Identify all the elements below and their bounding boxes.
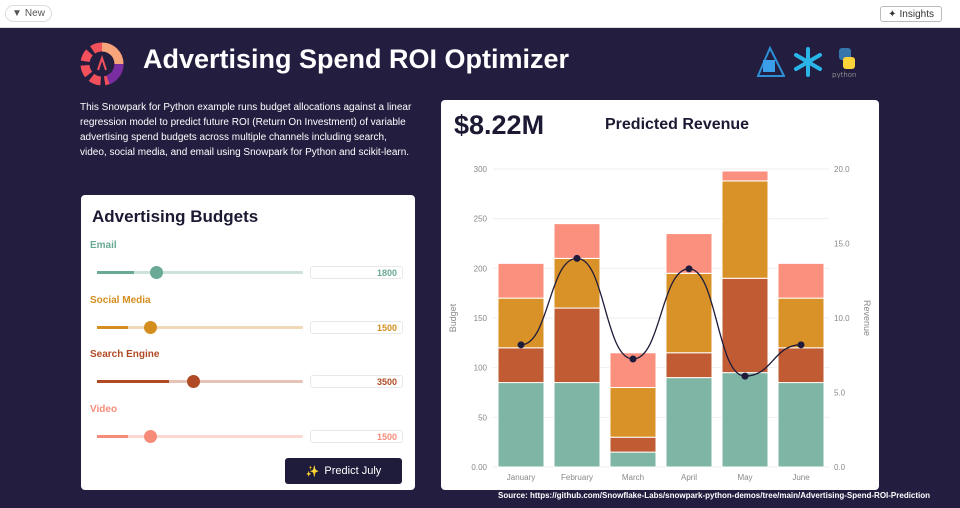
new-button[interactable]: ▼ New: [5, 5, 52, 22]
x-tick-label: April: [681, 473, 697, 482]
top-bar: ▼ New ✦ Insights: [0, 0, 960, 28]
bar-segment-video: [777, 262, 825, 299]
budget-value-input[interactable]: 3500: [310, 375, 403, 388]
bar-segment-search: [609, 436, 657, 453]
bar-segment-email: [777, 382, 825, 468]
x-tick-label: February: [561, 473, 593, 482]
slider-label: Email: [90, 240, 117, 251]
bar-segment-social: [553, 257, 601, 309]
revenue-point: [573, 254, 581, 262]
page-title: Advertising Spend ROI Optimizer: [143, 44, 570, 74]
slider-label: Video: [90, 403, 118, 415]
slider-thumb[interactable]: [186, 375, 200, 388]
bar-segment-video: [553, 223, 601, 259]
slider-fill: [97, 325, 128, 329]
budget-slider[interactable]: [97, 320, 303, 334]
predicted-revenue-value: $8.22M: [454, 110, 545, 140]
revenue-point: [797, 341, 805, 349]
bar-segment-email: [553, 382, 601, 468]
slider-fill: [97, 271, 135, 274]
predicted-revenue-panel: $8.22M Predicted Revenue 0.00 50 100 150 200…: [441, 100, 879, 490]
snowflake-logo: [794, 47, 822, 77]
predicted-revenue-label: Predicted Revenue: [605, 116, 750, 133]
y-tick-label: 200: [474, 264, 488, 273]
app-logo: [80, 42, 124, 86]
app-description: This Snowpark for Python example runs bu…: [80, 102, 412, 158]
budget-slider[interactable]: [97, 266, 303, 279]
bar-segment-search: [497, 347, 545, 384]
bar-segment-email: [609, 451, 657, 468]
bar-segment-social: [497, 297, 545, 349]
source-link[interactable]: Source: https://github.com/Snowflake-Lab…: [498, 491, 931, 500]
bar-segment-search: [777, 347, 825, 384]
x-tick-label: March: [622, 473, 644, 482]
y-tick-label: 300: [474, 165, 488, 174]
y-tick-label: 100: [474, 364, 488, 373]
bar-segment-email: [665, 377, 713, 468]
revenue-point: [741, 372, 749, 380]
x-tick-label: May: [737, 473, 752, 482]
bar-segment-social: [777, 297, 825, 349]
revenue-point: [629, 355, 637, 363]
tech-logos: python: [755, 46, 861, 78]
advertising-budgets-panel: Advertising Budgets Email 1800 Social Med…: [81, 195, 415, 490]
bar-segment-video: [721, 170, 769, 182]
budgets-title: Advertising Budgets: [92, 207, 259, 226]
bar-segment-email: [721, 372, 769, 468]
bar-segment-social: [665, 272, 713, 354]
slider-label: Social Media: [90, 294, 151, 306]
revenue-point: [517, 341, 525, 349]
sparkle-icon: ✦: [888, 8, 897, 20]
budget-value-input[interactable]: 1500: [310, 429, 403, 443]
insights-button[interactable]: ✦ Insights: [880, 6, 942, 22]
y2-tick-label: 10.0: [834, 314, 850, 323]
streamlit-logo: [756, 46, 785, 77]
bar-segment-email: [497, 382, 545, 468]
budget-value-input[interactable]: 1800: [310, 266, 403, 279]
y2-axis-label: Revenue: [862, 300, 872, 336]
budget-slider[interactable]: [97, 375, 303, 388]
y-axis-label: Budget: [448, 303, 458, 332]
y2-tick-label: 0.0: [834, 463, 846, 472]
y-tick-label: 150: [474, 314, 488, 323]
bar-segment-search: [665, 352, 713, 379]
filter-icon: ▼: [12, 8, 22, 19]
slider-fill: [97, 380, 170, 383]
slider-thumb[interactable]: [143, 320, 157, 334]
y2-tick-label: 15.0: [834, 240, 850, 249]
y-tick-label: 0.00: [471, 463, 487, 472]
budget-value-input[interactable]: 1500: [310, 320, 403, 334]
y2-tick-label: 5.0: [834, 389, 846, 398]
y2-tick-label: 20.0: [834, 165, 850, 174]
bar-segment-search: [721, 277, 769, 374]
bar-segment-social: [609, 387, 657, 438]
bar-segment-social: [721, 180, 769, 279]
revenue-point: [685, 265, 693, 273]
svg-text:python: python: [832, 71, 857, 78]
y-tick-label: 250: [474, 215, 488, 224]
magic-wand-icon: ✨: [305, 465, 320, 478]
slider-fill: [97, 434, 128, 438]
predict-button[interactable]: ✨ Predict July: [285, 458, 402, 484]
slider-label: Search Engine: [90, 349, 160, 360]
x-tick-label: January: [507, 473, 535, 482]
slider-thumb[interactable]: [150, 266, 164, 279]
bar-segment-search: [553, 307, 601, 384]
bar-segment-video: [497, 262, 545, 299]
y-tick-label: 50: [478, 413, 487, 422]
slider-thumb[interactable]: [143, 429, 157, 443]
budget-slider[interactable]: [97, 429, 303, 443]
budget-revenue-chart: 0.00 50 100 150 200 250 300 0.0 5.0 10.0 15.0 20.0 B…: [448, 165, 872, 482]
x-tick-label: June: [792, 473, 810, 482]
python-logo: python: [832, 48, 857, 78]
